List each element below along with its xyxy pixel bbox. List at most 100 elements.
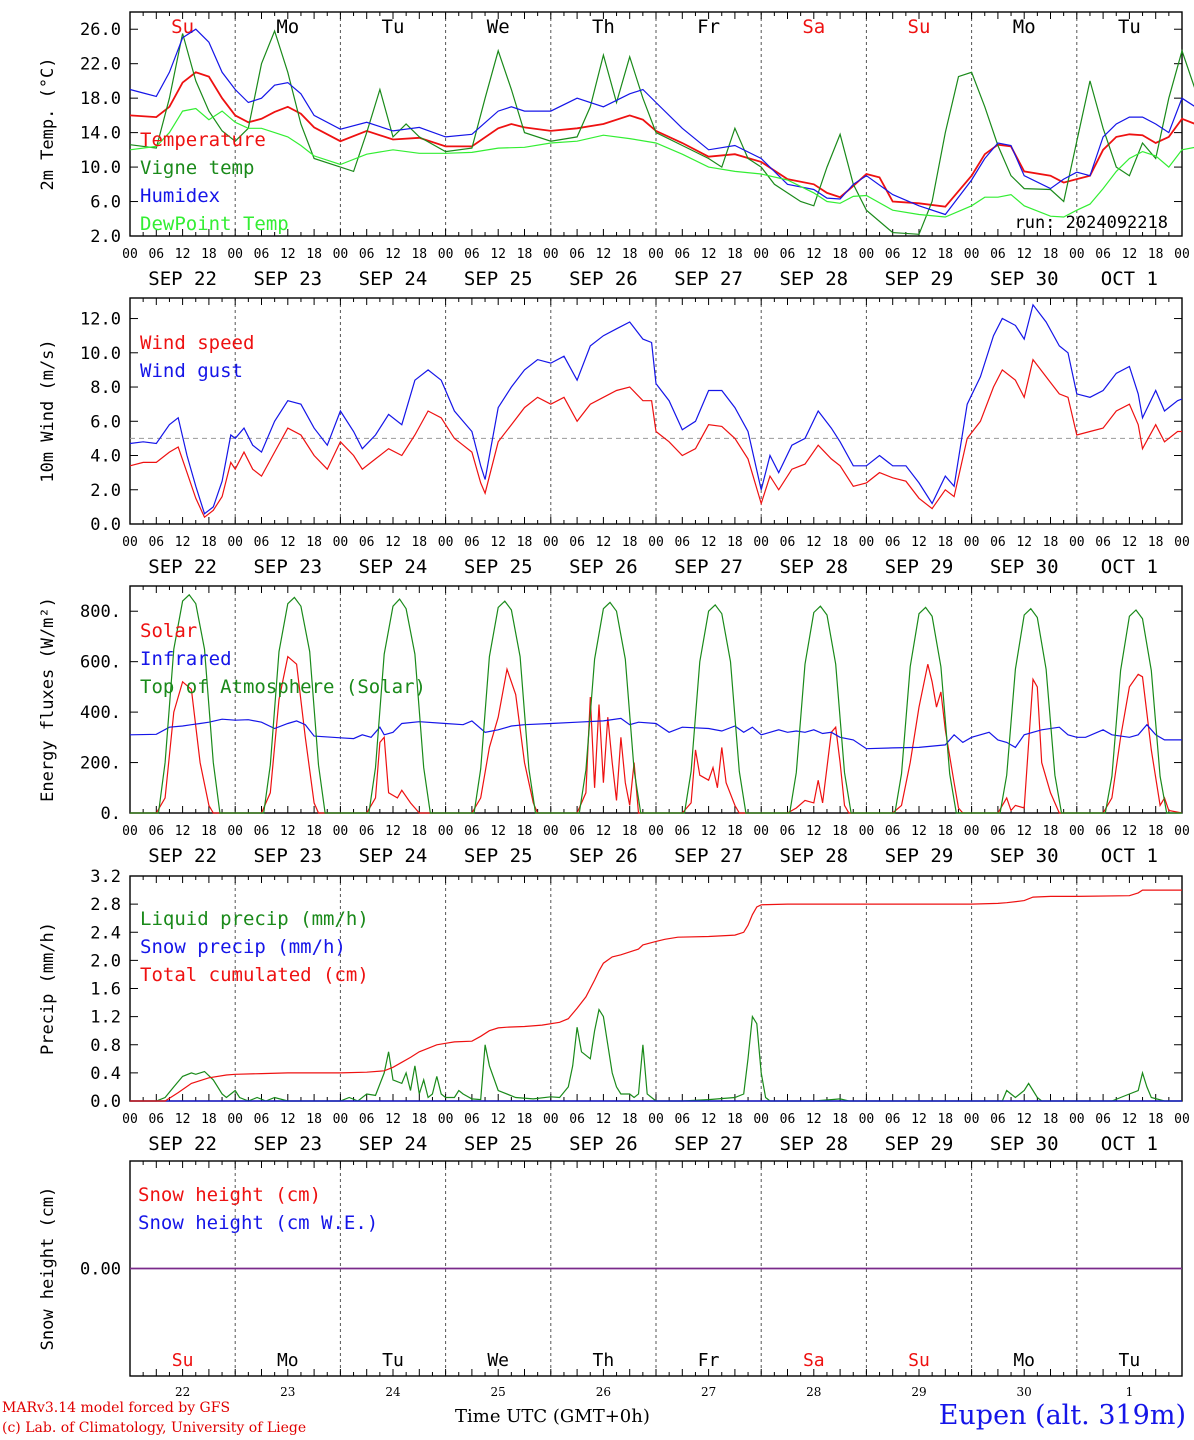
hour-tick-label: 00: [1174, 247, 1190, 262]
y-tick-label: 10.0: [80, 344, 121, 364]
y-tick-label: 8.0: [90, 378, 121, 398]
legend-entry: Wind speed: [140, 332, 254, 354]
date-label: SEP 24: [359, 268, 428, 290]
day-number: 30: [1017, 1385, 1032, 1399]
hour-tick-label: 12: [490, 247, 506, 262]
hour-tick-label: 12: [806, 824, 822, 839]
date-label: SEP 28: [779, 1133, 848, 1155]
date-label: SEP 25: [464, 845, 533, 867]
hour-tick-label: 12: [490, 824, 506, 839]
hour-tick-label: 12: [175, 535, 191, 550]
hour-tick-label: 12: [280, 535, 296, 550]
day-number: 27: [701, 1385, 716, 1399]
hour-tick-label: 00: [1069, 824, 1085, 839]
y-tick-label: 0.4: [90, 1064, 121, 1084]
y-tick-label: 0.00: [80, 1260, 121, 1280]
hour-tick-label: 18: [411, 824, 427, 839]
hour-tick-label: 00: [1174, 535, 1190, 550]
hour-tick-label: 12: [490, 1112, 506, 1127]
y-tick-label: 0.: [101, 804, 121, 824]
hour-tick-label: 00: [438, 824, 454, 839]
date-label: SEP 22: [148, 1133, 217, 1155]
hour-tick-label: 00: [753, 247, 769, 262]
y-tick-label: 400.: [80, 703, 121, 723]
credit-model: MARv3.14 model forced by GFS: [2, 1400, 231, 1416]
hour-tick-label: 06: [569, 1112, 585, 1127]
date-label: SEP 24: [359, 845, 428, 867]
date-label: SEP 24: [359, 1133, 428, 1155]
series-line-dewpoint-temp: [129, 107, 1194, 218]
y-tick-label: 2.0: [90, 481, 121, 501]
hour-tick-label: 06: [569, 824, 585, 839]
hour-tick-label: 06: [885, 247, 901, 262]
y-tick-label: 2.0: [90, 951, 121, 971]
date-label: SEP 27: [674, 556, 743, 578]
y-tick-label: 2.8: [90, 895, 121, 915]
hour-tick-label: 12: [911, 535, 927, 550]
hour-tick-label: 00: [227, 824, 243, 839]
date-label: SEP 22: [148, 268, 217, 290]
y-tick-label: 10.0: [80, 158, 121, 178]
y-tick-label: 22.0: [80, 55, 121, 75]
hour-tick-label: 00: [227, 1112, 243, 1127]
day-name: We: [487, 1350, 509, 1371]
y-tick-label: 6.0: [90, 193, 121, 213]
hour-tick-label: 06: [780, 247, 796, 262]
hour-tick-label: 18: [517, 824, 533, 839]
day-name: Th: [593, 1350, 615, 1371]
legend-entry: Temperature: [140, 129, 266, 151]
hour-tick-label: 18: [832, 247, 848, 262]
day-name: Fr: [698, 1350, 720, 1371]
hour-tick-label: 06: [464, 535, 480, 550]
hour-tick-label: 12: [911, 824, 927, 839]
hour-tick-label: 06: [780, 824, 796, 839]
y-tick-label: 1.2: [90, 1008, 121, 1028]
hour-tick-label: 06: [254, 535, 270, 550]
hour-tick-label: 12: [596, 247, 612, 262]
date-label: SEP 29: [885, 845, 954, 867]
hour-tick-label: 12: [1016, 1112, 1032, 1127]
hour-tick-label: 06: [569, 535, 585, 550]
hour-tick-label: 00: [1069, 1112, 1085, 1127]
date-label: SEP 24: [359, 556, 428, 578]
hour-tick-label: 00: [333, 247, 349, 262]
hour-tick-label: 06: [359, 247, 375, 262]
date-label: SEP 26: [569, 556, 638, 578]
day-name: Mo: [1013, 16, 1036, 38]
legend-entry: Total cumulated (cm): [140, 964, 369, 986]
hour-tick-label: 12: [175, 824, 191, 839]
panel-3: 0. 200. 400. 600. 800. Energy fluxes (W/m²) 00…: [38, 585, 1190, 867]
hour-tick-label: 06: [254, 824, 270, 839]
hour-tick-label: 18: [727, 1112, 743, 1127]
day-name: Th: [592, 16, 615, 38]
legend-entry: DewPoint Temp: [140, 213, 289, 235]
hour-tick-label: 12: [175, 1112, 191, 1127]
date-label: SEP 26: [569, 845, 638, 867]
y-tick-label: 12.0: [80, 310, 121, 330]
y-tick-label: 2.0: [90, 227, 121, 247]
y-tick-label: 1.6: [90, 980, 121, 1000]
y-tick-label: 18.0: [80, 89, 121, 109]
hour-tick-label: 12: [596, 1112, 612, 1127]
date-label: SEP 23: [253, 556, 322, 578]
hour-tick-label: 06: [674, 1112, 690, 1127]
hour-tick-label: 00: [859, 824, 875, 839]
y-tick-label: 3.2: [90, 867, 121, 887]
hour-tick-label: 18: [306, 247, 322, 262]
date-label: SEP 26: [569, 268, 638, 290]
y-tick-label: 4.0: [90, 447, 121, 467]
hour-tick-label: 12: [1122, 1112, 1138, 1127]
hour-tick-label: 12: [1016, 247, 1032, 262]
hour-tick-label: 06: [885, 1112, 901, 1127]
hour-tick-label: 06: [148, 824, 164, 839]
hour-tick-label: 18: [832, 824, 848, 839]
panel-4: 0.0 0.4 0.8 1.2 1.6 2.0 2.4 2.8 3.2 Precip (mm/h)…: [38, 867, 1190, 1155]
day-name: Su: [908, 1350, 930, 1371]
series-line-infrared: [129, 717, 1182, 750]
hour-tick-label: 12: [806, 1112, 822, 1127]
hour-tick-label: 00: [648, 1112, 664, 1127]
hour-tick-label: 06: [674, 535, 690, 550]
hour-tick-label: 18: [517, 1112, 533, 1127]
hour-tick-label: 18: [517, 535, 533, 550]
hour-tick-label: 00: [1174, 824, 1190, 839]
